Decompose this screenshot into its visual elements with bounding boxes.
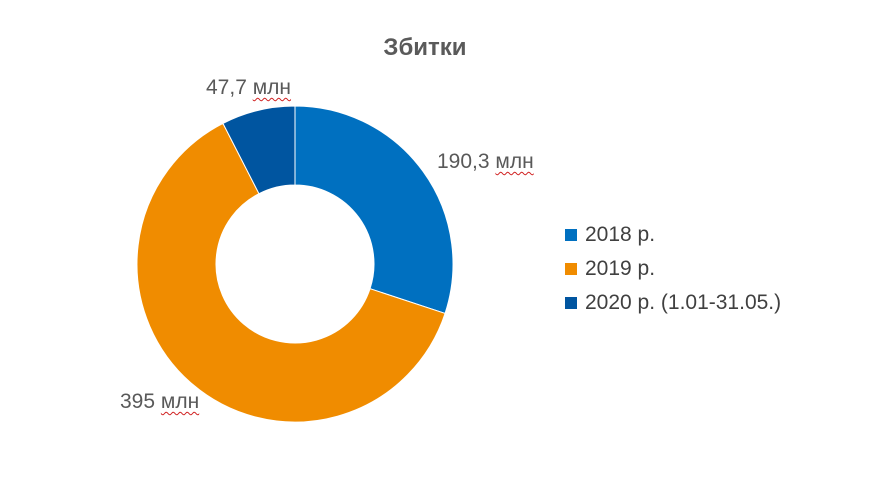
data-label-2019-unit: млн [160,390,200,413]
data-label-2018-value: 190,3 [437,150,490,173]
chart-title: Збитки [383,34,467,61]
legend-label-2018: 2018 р. [585,223,656,246]
chart-legend: 2018 р. 2019 р. 2020 р. (1.01-31.05.) [565,218,781,320]
slice-2020 [222,105,296,195]
data-label-2020: 47,7 млн [206,76,291,100]
data-label-2019: 395 млн [120,390,199,414]
slice-2019 [136,122,446,423]
legend-label-2020: 2020 р. (1.01-31.05.) [585,291,782,314]
data-label-2018: 190,3 млн [437,150,534,174]
data-label-2019-value: 395 [120,390,156,413]
data-label-2018-unit: млн [495,150,534,173]
legend-item-2019: 2019 р. [565,252,781,286]
slice-2018 [294,105,454,315]
data-label-2020-unit: млн [252,76,292,99]
legend-item-2020: 2020 р. (1.01-31.05.) [565,286,781,320]
legend-label-2019: 2019 р. [585,257,656,280]
data-label-2020-value: 47,7 [206,76,247,99]
legend-swatch-2018 [565,229,577,241]
legend-item-2018: 2018 р. [565,218,781,252]
legend-swatch-2019 [565,263,577,275]
legend-swatch-2020 [565,297,577,309]
